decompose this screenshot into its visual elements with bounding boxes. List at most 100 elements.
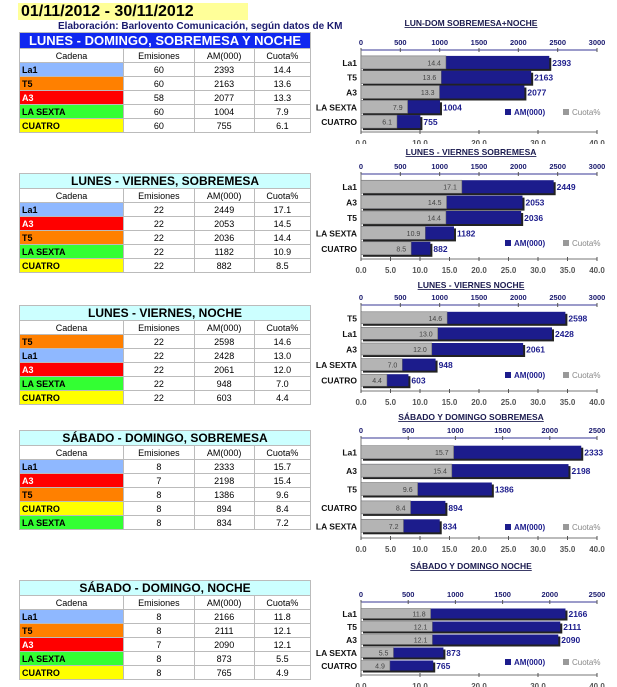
column-header: Emisiones bbox=[123, 445, 195, 460]
value-cell: 2111 bbox=[193, 623, 255, 638]
category-label: T5 bbox=[347, 313, 357, 323]
legend-am-label: AM(000) bbox=[514, 523, 545, 532]
am-value-label: 1004 bbox=[443, 102, 462, 112]
audience-table: LUNES - DOMINGO, SOBREMESA Y NOCHE Cadena… bbox=[19, 32, 312, 133]
legend-cuota-swatch bbox=[563, 524, 569, 530]
value-cell: 22 bbox=[123, 362, 195, 377]
category-label: T5 bbox=[347, 485, 357, 495]
column-header: AM(000) bbox=[193, 445, 255, 460]
table-row: T5 60 2163 13.6 bbox=[19, 76, 312, 91]
table-row: LA SEXTA 60 1004 7.9 bbox=[19, 104, 312, 119]
column-header: Emisiones bbox=[123, 595, 195, 610]
top-axis-tick-label: 1500 bbox=[471, 38, 488, 47]
cuota-bar bbox=[360, 482, 418, 496]
cuota-value-label: 9.6 bbox=[403, 487, 413, 494]
table-header-row: Cadena Emisiones AM(000) Cuota% bbox=[19, 48, 312, 63]
legend-background bbox=[501, 106, 613, 118]
column-header: Cadena bbox=[19, 188, 124, 203]
category-label: A3 bbox=[346, 466, 357, 476]
value-cell: 22 bbox=[123, 216, 195, 231]
column-header: AM(000) bbox=[193, 320, 255, 335]
chart-title: SÁBADO Y DOMINGO SOBREMESA bbox=[398, 412, 544, 422]
top-axis-tick-label: 0 bbox=[359, 162, 363, 171]
channel-cell: LA SEXTA bbox=[19, 244, 124, 259]
legend-cuota-label: Cuota% bbox=[572, 108, 600, 117]
cuota-bar bbox=[360, 519, 404, 533]
bottom-axis-tick-label: 40.0 bbox=[589, 139, 605, 144]
table-title-row: SÁBADO - DOMINGO, NOCHE bbox=[19, 580, 311, 596]
cuota-value-label: 13.0 bbox=[419, 331, 433, 338]
bottom-axis-tick-label: 25.0 bbox=[501, 398, 517, 407]
column-header: Cadena bbox=[19, 445, 124, 460]
cuota-value-label: 4.9 bbox=[375, 664, 385, 671]
column-header: AM(000) bbox=[193, 188, 255, 203]
value-cell: 60 bbox=[123, 118, 195, 133]
top-axis-tick-label: 1000 bbox=[447, 426, 464, 435]
table-title: SÁBADO - DOMINGO, SOBREMESA bbox=[19, 430, 311, 446]
table-row: La1 60 2393 14.4 bbox=[19, 62, 312, 77]
cuota-bar bbox=[360, 70, 442, 84]
legend-cuota-label: Cuota% bbox=[572, 371, 600, 380]
value-cell: 12.0 bbox=[253, 362, 312, 377]
cuota-bar bbox=[360, 358, 403, 371]
category-label: CUATRO bbox=[321, 244, 357, 254]
legend-background bbox=[501, 369, 613, 381]
channel-cell: A3 bbox=[19, 90, 124, 105]
top-axis-tick-label: 3000 bbox=[589, 38, 606, 47]
cuota-bar bbox=[360, 210, 447, 225]
value-cell: 60 bbox=[123, 62, 195, 77]
value-cell: 60 bbox=[123, 76, 195, 91]
value-cell: 7 bbox=[123, 473, 195, 488]
top-axis-tick-label: 1000 bbox=[447, 590, 464, 599]
am-bar bbox=[361, 647, 444, 658]
top-axis-tick-label: 0 bbox=[359, 38, 363, 47]
value-cell: 17.1 bbox=[253, 202, 312, 217]
am-bar bbox=[361, 608, 566, 619]
bottom-axis-tick-label: 5.0 bbox=[385, 266, 397, 275]
top-axis-tick-label: 2500 bbox=[589, 426, 606, 435]
cuota-bar bbox=[360, 100, 408, 114]
cuota-value-label: 13.6 bbox=[423, 75, 437, 82]
channel-cell: CUATRO bbox=[19, 390, 124, 405]
category-label: A3 bbox=[346, 198, 357, 208]
column-header: Emisiones bbox=[123, 48, 195, 63]
top-axis-tick-label: 3000 bbox=[589, 162, 606, 171]
legend-am-swatch bbox=[505, 372, 511, 378]
channel-cell: La1 bbox=[19, 202, 124, 217]
value-cell: 1004 bbox=[193, 104, 255, 119]
am-value-label: 894 bbox=[448, 503, 462, 513]
table-row: CUATRO 60 755 6.1 bbox=[19, 118, 312, 133]
bottom-axis-tick-label: 40.0 bbox=[589, 398, 605, 407]
value-cell: 894 bbox=[193, 501, 255, 516]
top-axis-tick-label: 0 bbox=[359, 426, 363, 435]
cuota-value-label: 14.6 bbox=[429, 316, 443, 323]
channel-cell: T5 bbox=[19, 76, 124, 91]
table-title-row: LUNES - DOMINGO, SOBREMESA Y NOCHE bbox=[19, 32, 311, 49]
legend-am-swatch bbox=[505, 659, 511, 665]
channel-cell: La1 bbox=[19, 348, 124, 363]
audience-table: SÁBADO - DOMINGO, NOCHE Cadena Emisiones AM… bbox=[19, 580, 312, 680]
legend-am-label: AM(000) bbox=[514, 658, 545, 667]
cuota-bar bbox=[360, 621, 433, 632]
legend-cuota-swatch bbox=[563, 240, 569, 246]
value-cell: 7.9 bbox=[253, 104, 312, 119]
legend-cuota-swatch bbox=[563, 659, 569, 665]
bottom-axis-tick-label: 25.0 bbox=[501, 545, 517, 554]
chart-legend: AM(000) Cuota% bbox=[501, 106, 613, 118]
table-header-row: Cadena Emisiones AM(000) Cuota% bbox=[19, 320, 312, 335]
am-value-label: 2333 bbox=[584, 448, 603, 458]
value-cell: 2598 bbox=[193, 334, 255, 349]
chart-title: LUN-DOM SOBREMESA+NOCHE bbox=[405, 18, 538, 28]
top-axis-tick-label: 2000 bbox=[541, 426, 558, 435]
top-axis-tick-label: 3000 bbox=[589, 293, 606, 302]
bar-chart: SÁBADO Y DOMINGO NOCHE 0 500 1000 1500 2000 25… bbox=[316, 561, 613, 687]
table-row: A3 7 2198 15.4 bbox=[19, 473, 312, 488]
category-label: La1 bbox=[342, 58, 357, 68]
cuota-value-label: 12.1 bbox=[414, 638, 428, 645]
value-cell: 2166 bbox=[193, 609, 255, 624]
am-value-label: 873 bbox=[446, 648, 460, 658]
bottom-axis-tick-label: 15.0 bbox=[442, 545, 458, 554]
channel-cell: T5 bbox=[19, 487, 124, 502]
cuota-value-label: 12.1 bbox=[414, 625, 428, 632]
value-cell: 12.1 bbox=[253, 623, 312, 638]
